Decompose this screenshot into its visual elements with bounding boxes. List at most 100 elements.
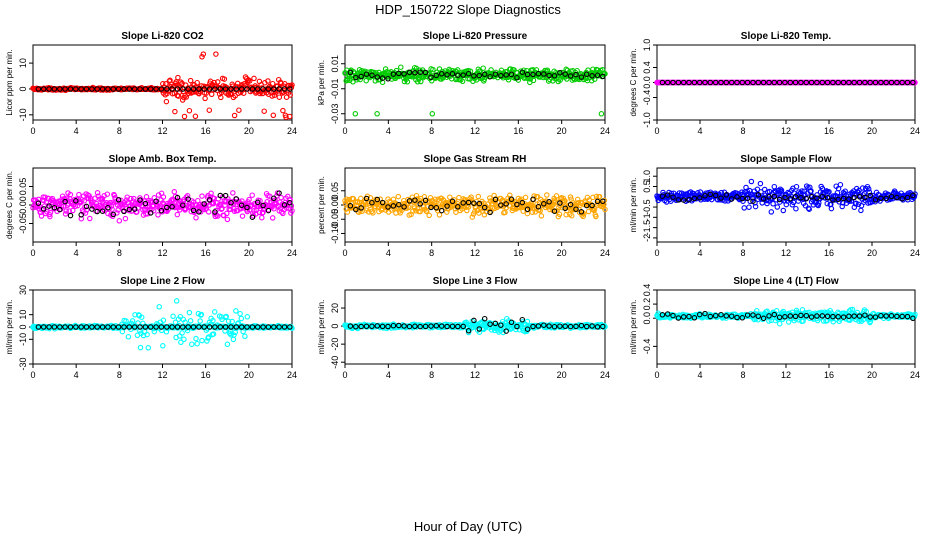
data-point bbox=[707, 79, 714, 86]
x-tick-label: 0 bbox=[30, 248, 35, 258]
data-point bbox=[824, 200, 830, 207]
data-point bbox=[750, 195, 756, 201]
data-point bbox=[131, 195, 137, 202]
figure-title: HDP_150722 Slope Diagnostics bbox=[375, 2, 561, 17]
data-point bbox=[396, 70, 402, 77]
y-tick-label: 30 bbox=[18, 285, 28, 295]
data-point bbox=[739, 315, 746, 321]
data-point bbox=[862, 79, 868, 86]
data-point bbox=[432, 196, 439, 203]
data-point bbox=[471, 200, 477, 206]
data-point bbox=[492, 71, 499, 77]
data-point bbox=[160, 194, 167, 200]
data-point bbox=[212, 324, 218, 330]
data-point bbox=[398, 64, 404, 70]
data-point bbox=[105, 324, 111, 330]
data-point bbox=[153, 198, 159, 204]
data-point bbox=[883, 195, 889, 202]
data-point bbox=[287, 92, 293, 98]
data-point bbox=[808, 188, 814, 194]
panel-title: Slope Li-820 CO2 bbox=[121, 31, 204, 42]
data-point bbox=[254, 86, 261, 92]
data-point bbox=[145, 345, 152, 351]
data-point bbox=[806, 206, 812, 212]
data-point bbox=[776, 320, 783, 327]
data-point bbox=[121, 86, 127, 92]
data-point bbox=[680, 197, 687, 203]
data-point bbox=[562, 205, 568, 212]
data-point bbox=[229, 318, 235, 325]
data-point bbox=[99, 208, 106, 214]
data-point bbox=[164, 86, 170, 92]
data-point bbox=[81, 198, 88, 204]
data-point bbox=[755, 79, 762, 86]
data-point bbox=[436, 66, 443, 72]
data-point bbox=[249, 324, 256, 330]
data-point bbox=[269, 215, 276, 221]
data-point bbox=[793, 205, 799, 212]
data-point bbox=[499, 197, 506, 203]
data-point bbox=[771, 79, 778, 86]
data-point bbox=[265, 207, 272, 214]
data-point bbox=[40, 324, 47, 330]
data-point bbox=[586, 197, 592, 203]
data-point bbox=[465, 70, 472, 77]
data-point bbox=[546, 199, 552, 205]
data-point bbox=[210, 200, 217, 207]
data-point bbox=[793, 183, 800, 190]
data-point bbox=[221, 76, 228, 82]
data-point bbox=[212, 209, 218, 215]
data-point bbox=[110, 211, 117, 218]
data-point bbox=[86, 192, 92, 199]
data-point bbox=[659, 193, 666, 199]
data-point bbox=[177, 313, 184, 320]
data-point bbox=[83, 207, 90, 213]
data-point bbox=[465, 199, 472, 206]
data-point bbox=[424, 208, 430, 215]
data-point bbox=[243, 82, 249, 89]
data-point bbox=[244, 86, 250, 92]
data-point bbox=[659, 79, 666, 86]
data-point bbox=[519, 69, 526, 75]
data-point bbox=[126, 86, 133, 92]
data-point bbox=[411, 205, 418, 211]
data-point bbox=[186, 107, 193, 114]
data-point bbox=[153, 86, 159, 92]
data-point bbox=[228, 86, 234, 92]
data-point bbox=[73, 324, 79, 330]
x-tick-label: 20 bbox=[244, 126, 254, 136]
data-point bbox=[409, 74, 416, 80]
data-point bbox=[828, 205, 835, 212]
series-hourly bbox=[659, 191, 916, 204]
data-point bbox=[568, 212, 575, 219]
data-point bbox=[78, 324, 84, 330]
data-point bbox=[508, 319, 515, 326]
data-point bbox=[556, 211, 563, 218]
data-point bbox=[363, 71, 370, 77]
data-point bbox=[163, 81, 169, 87]
data-point bbox=[712, 79, 719, 86]
x-tick-label: 0 bbox=[30, 370, 35, 380]
data-point bbox=[498, 322, 504, 328]
data-point bbox=[752, 203, 759, 210]
data-point bbox=[260, 202, 266, 209]
data-point bbox=[211, 309, 218, 315]
data-point bbox=[438, 207, 445, 214]
data-point bbox=[249, 86, 256, 92]
y-tick-label: 0.4 bbox=[642, 61, 652, 74]
data-point bbox=[799, 307, 806, 313]
data-point bbox=[218, 94, 224, 101]
data-point bbox=[51, 324, 58, 330]
data-point bbox=[567, 201, 574, 208]
data-point bbox=[347, 323, 354, 329]
data-point bbox=[894, 79, 900, 86]
data-point bbox=[269, 93, 275, 99]
data-point bbox=[426, 212, 432, 219]
data-point bbox=[374, 74, 381, 80]
x-tick-label: 16 bbox=[201, 248, 211, 258]
data-point bbox=[664, 192, 671, 198]
y-tick-label: 0.00 bbox=[330, 196, 340, 214]
data-point bbox=[195, 197, 201, 204]
